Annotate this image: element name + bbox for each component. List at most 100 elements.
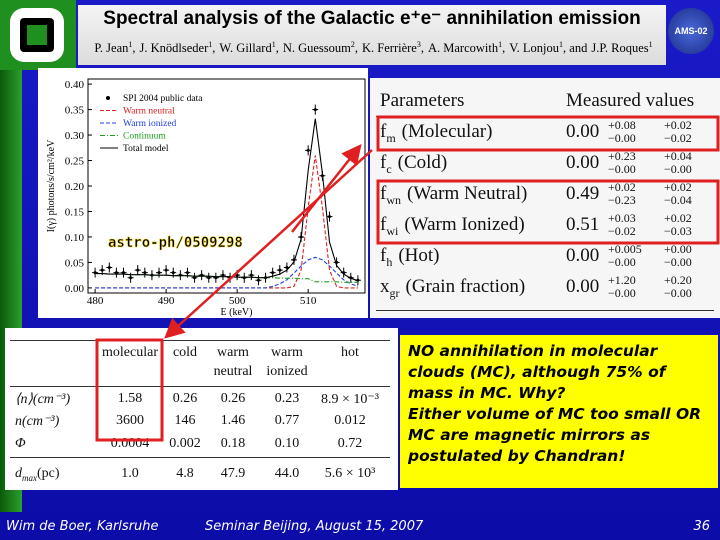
cell: 47.9: [220, 466, 246, 481]
parameter-name: (Warm Neutral): [407, 183, 528, 204]
parameter-subscript: h: [386, 254, 393, 269]
parameter-value: 0.49: [566, 183, 600, 204]
data-point: [114, 271, 118, 275]
parameter: fc (Cold): [380, 152, 447, 177]
parameter-name: (Grain fraction): [405, 276, 526, 297]
upper-error: +0.03: [608, 211, 636, 225]
author-affiliation: 3: [416, 40, 421, 49]
author-affiliation: 1: [208, 40, 213, 49]
cell: 0.23: [274, 391, 300, 406]
column-header: Parameters: [380, 90, 465, 111]
author-separator: ,: [502, 41, 506, 56]
rule: [376, 116, 714, 117]
parameter: fwn (Warm Neutral): [380, 183, 527, 208]
y-tick-label: 0.30: [65, 130, 85, 142]
cell: 0.012: [334, 413, 366, 428]
author-affiliation: 1: [648, 40, 653, 49]
cell: 0.002: [169, 436, 201, 451]
y-tick-label: 0.35: [65, 105, 85, 117]
data-point: [271, 271, 275, 275]
author-affiliation: 1: [559, 40, 564, 49]
parameter-symbol: x: [380, 276, 390, 297]
upper-error: +0.00: [664, 242, 692, 256]
parameter: fh (Hot): [380, 245, 439, 270]
title: Spectral analysis of the Galactic e⁺e⁻ a…: [103, 8, 641, 29]
author-name: J.P. Roques: [591, 41, 649, 56]
column-header: cold: [172, 345, 198, 360]
cell: 0.10: [274, 436, 300, 451]
y-tick-label: 0.10: [65, 232, 85, 244]
legend-label: Total model: [123, 144, 169, 154]
cell: 44.0: [274, 466, 300, 481]
cell: 0.77: [274, 413, 300, 428]
row-label-text: n(cm⁻³): [15, 414, 60, 429]
data-point: [136, 268, 140, 272]
upper-error: +0.23: [608, 149, 636, 163]
y-tick-label: 0.15: [65, 206, 85, 218]
lower-error: −0.00: [664, 255, 692, 269]
column-header: hot: [341, 345, 359, 360]
model-line: [95, 155, 358, 289]
parameter: fwi (Warm Ionized): [380, 214, 525, 239]
cell: 0.18: [220, 436, 246, 451]
lower-error: −0.00: [664, 286, 692, 300]
data-point: [249, 273, 253, 277]
parameter-subscript: m: [386, 130, 396, 145]
density-table: molecular cold warm neutral warm ionized hot…: [5, 328, 398, 490]
parameter-symbol: f: [380, 152, 387, 173]
column-header: warm neutral: [213, 345, 253, 379]
row-label: dmax(pc): [15, 466, 60, 483]
parameter-value: 0.51: [566, 214, 600, 235]
y-tick-label: 0.00: [65, 283, 85, 295]
author-separator: ,: [132, 41, 136, 56]
parameter-name: (Molecular): [401, 121, 493, 142]
note-box: NO annihilation in molecular clouds (MC)…: [400, 335, 718, 488]
cell: 5.6 × 10³: [324, 466, 376, 481]
authors: P. Jean1, J. Knödlseder1, W. Gillard1, N. G…: [86, 38, 661, 55]
author-separator: ,: [354, 41, 359, 56]
row-label: n(cm⁻³): [15, 413, 59, 430]
row-label-text: d: [15, 466, 22, 481]
cell: 1.46: [220, 413, 246, 428]
legend-label: Warm ionized: [123, 119, 177, 129]
parameter: fm (Molecular): [380, 121, 492, 146]
cell: 0.26: [172, 391, 198, 406]
author-separator: ,: [212, 41, 216, 56]
title-banner: Spectral analysis of the Galactic e⁺e⁻ a…: [78, 5, 666, 65]
y-tick-label: 0.40: [65, 79, 85, 91]
upper-error: +0.005: [608, 242, 642, 256]
column-header: Measured values: [566, 90, 695, 111]
upper-error: +1.20: [608, 273, 636, 287]
row-label-text: Φ: [15, 436, 26, 451]
parameter-value: 0.00: [566, 121, 600, 142]
author-affiliation: 1: [271, 40, 276, 49]
x-tick-label: 480: [87, 295, 104, 307]
parameter-name: (Hot): [398, 245, 440, 266]
lower-error: −0.04: [664, 193, 692, 207]
upper-error: +0.20: [664, 273, 692, 287]
footer-left: Wim de Boer, Karlsruhe: [6, 519, 159, 534]
logo-core: [27, 25, 47, 45]
parameter-value: 0.00: [566, 152, 600, 173]
legend-label: SPI 2004 public data: [123, 94, 203, 104]
column-header: molecular: [102, 345, 158, 360]
cell: 3600: [116, 413, 144, 428]
parameters-table: Parameters Measured values fm (Molecular) 0.…: [370, 78, 720, 318]
author-name: V. Lonjou: [509, 41, 560, 56]
data-point: [143, 271, 147, 275]
annotation: astro-ph/0509298: [108, 235, 243, 251]
parameter-name: (Cold): [397, 152, 448, 173]
footer-center: Seminar Beijing, August 15, 2007: [205, 519, 424, 534]
model-line: [95, 118, 359, 282]
data-point: [256, 278, 260, 282]
upper-error: +0.02: [664, 211, 692, 225]
row-label: Φ: [15, 436, 26, 452]
parameter-subscript: c: [386, 161, 392, 176]
parameter-name: (Warm Ionized): [404, 214, 525, 235]
author-name: K. Ferrière: [362, 41, 417, 56]
lower-error: −0.02: [608, 224, 636, 238]
data-point: [107, 266, 111, 270]
row-label-subscript: max: [22, 472, 37, 483]
x-tick-label: 510: [300, 295, 317, 307]
